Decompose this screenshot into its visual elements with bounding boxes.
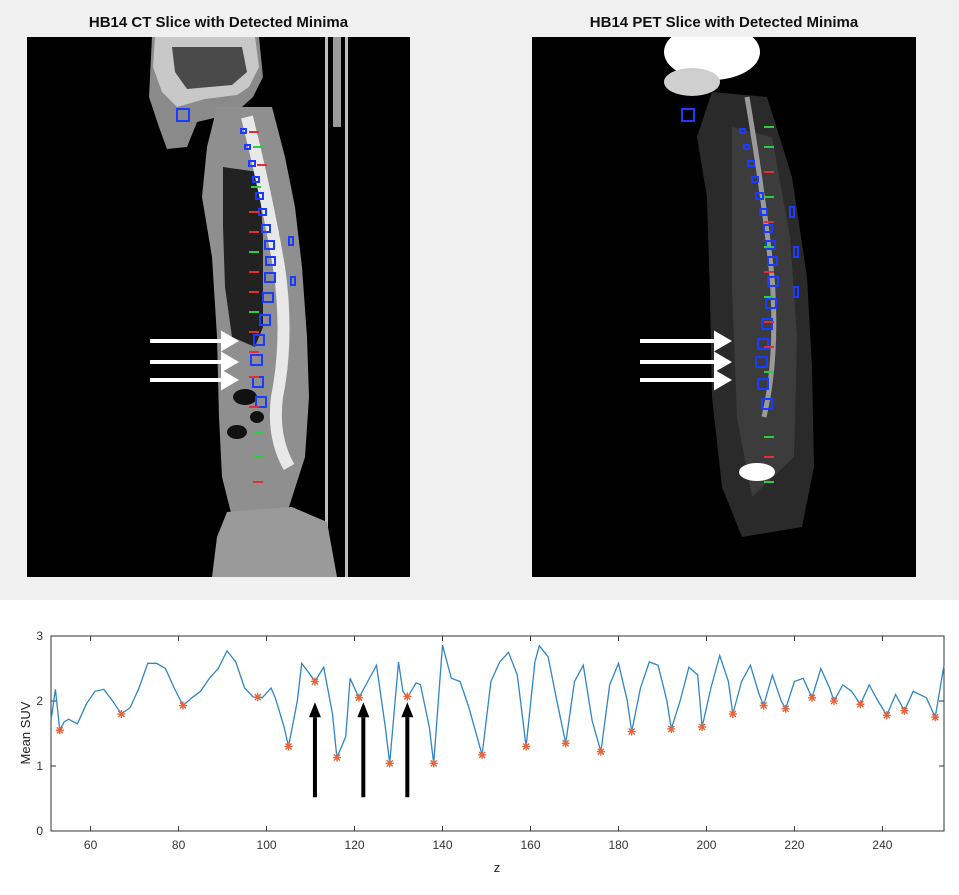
minimum-marker [728, 710, 737, 718]
minimum-marker [178, 701, 187, 710]
minimum-marker [627, 727, 636, 736]
x-axis-label: z [494, 860, 501, 875]
pet-slice-title: HB14 PET Slice with Detected Minima [589, 14, 859, 31]
minimum-marker [117, 710, 126, 718]
annotation-arrow [357, 702, 370, 798]
y-tick-label: 1 [36, 759, 43, 773]
x-tick-label: 140 [432, 838, 452, 852]
minimum-marker [667, 724, 676, 733]
minimum-marker [759, 701, 768, 710]
minimum-marker [284, 742, 293, 751]
annotation-arrow [308, 702, 321, 798]
ct-slice-title: HB14 CT Slice with Detected Minima [88, 14, 349, 31]
minimum-marker [478, 750, 487, 759]
x-tick-label: 220 [784, 838, 804, 852]
x-tick-label: 240 [872, 838, 892, 852]
y-tick-label: 3 [36, 629, 43, 643]
minimum-marker [698, 723, 707, 731]
minimum-marker [354, 693, 363, 702]
minimum-marker [253, 693, 262, 702]
pet-slice-drawing [640, 37, 814, 537]
ct-slice-image [27, 37, 410, 577]
x-tick-label: 80 [172, 838, 186, 852]
minimum-marker [310, 677, 319, 686]
minimum-marker [55, 726, 64, 735]
pet-slice-image [532, 37, 916, 577]
x-tick-label: 200 [696, 838, 716, 852]
ct-slice-drawing [149, 37, 348, 577]
minimum-marker [429, 759, 438, 768]
minimum-marker [561, 739, 570, 748]
mean-suv-chart: 60 80 100 120 140 160 180 200 220 240 0 1 2 3 z Mean … [0, 600, 959, 895]
minimum-marker [522, 742, 531, 751]
x-tick-label: 120 [345, 838, 365, 852]
plot-area [50, 635, 945, 832]
minimum-marker [882, 711, 891, 720]
x-tick-label: 100 [257, 838, 277, 852]
x-tick-label: 60 [84, 838, 98, 852]
minimum-marker [856, 700, 865, 709]
minimum-marker [900, 706, 909, 715]
minimum-marker [332, 753, 341, 762]
minimum-marker [781, 704, 790, 713]
minimum-marker [931, 713, 940, 722]
x-tick-label: 160 [520, 838, 540, 852]
minimum-marker [808, 693, 817, 702]
y-axis-label: Mean SUV [18, 701, 33, 764]
x-tick-label: 180 [608, 838, 628, 852]
ct-white-arrows [150, 330, 239, 391]
minimum-marker [385, 759, 394, 768]
y-tick-label: 2 [36, 694, 43, 708]
minimum-marker [596, 747, 605, 756]
y-tick-label: 0 [36, 824, 43, 838]
annotation-arrow [401, 702, 414, 798]
minimum-marker [830, 697, 839, 705]
pet-white-arrows [640, 330, 732, 391]
minimum-marker [403, 692, 412, 701]
